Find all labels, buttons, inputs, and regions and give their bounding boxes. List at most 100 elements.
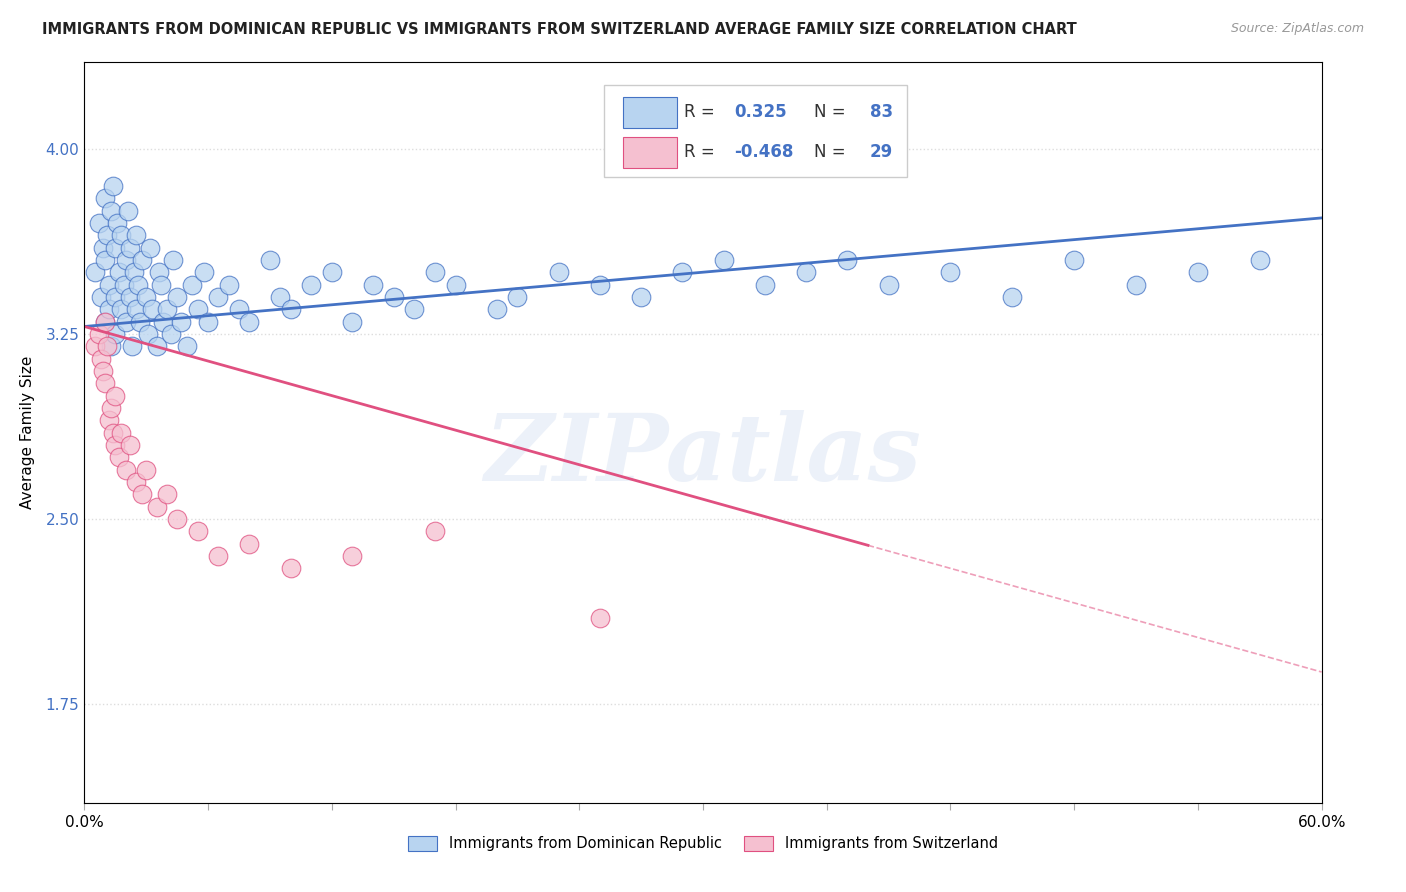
Point — [485, 302, 508, 317]
Point — [160, 326, 183, 341]
Point — [754, 277, 776, 292]
Point — [94, 314, 117, 328]
Point — [713, 252, 735, 267]
Text: 29: 29 — [870, 144, 893, 161]
Text: N =: N = — [814, 103, 846, 121]
Point — [94, 314, 117, 328]
Point — [104, 326, 127, 341]
Point — [145, 339, 167, 353]
Point — [135, 290, 157, 304]
Point — [152, 314, 174, 328]
Point — [280, 561, 302, 575]
Point — [342, 314, 364, 328]
Point — [269, 290, 291, 304]
Point — [877, 277, 900, 292]
Point — [91, 240, 114, 254]
Point — [83, 265, 105, 279]
Point — [187, 524, 209, 539]
Text: -0.468: -0.468 — [734, 144, 793, 161]
Point — [122, 265, 145, 279]
Text: Source: ZipAtlas.com: Source: ZipAtlas.com — [1230, 22, 1364, 36]
Point — [671, 265, 693, 279]
Text: R =: R = — [685, 103, 716, 121]
Point — [259, 252, 281, 267]
Point — [103, 425, 125, 440]
Point — [156, 302, 179, 317]
Point — [94, 252, 117, 267]
Point — [207, 290, 229, 304]
FancyBboxPatch shape — [605, 85, 907, 178]
Point — [114, 314, 136, 328]
Point — [110, 228, 132, 243]
Point — [837, 252, 859, 267]
Point — [108, 265, 131, 279]
Point — [187, 302, 209, 317]
Point — [148, 265, 170, 279]
Point — [100, 203, 122, 218]
Point — [939, 265, 962, 279]
Point — [342, 549, 364, 563]
Point — [87, 326, 110, 341]
Point — [382, 290, 405, 304]
Point — [630, 290, 652, 304]
Point — [100, 339, 122, 353]
Point — [118, 290, 141, 304]
Point — [104, 438, 127, 452]
Point — [794, 265, 817, 279]
Point — [423, 524, 446, 539]
Point — [170, 314, 193, 328]
Point — [280, 302, 302, 317]
Text: 0.325: 0.325 — [734, 103, 786, 121]
Point — [108, 450, 131, 465]
Point — [423, 265, 446, 279]
Point — [180, 277, 202, 292]
Text: ZIPatlas: ZIPatlas — [485, 409, 921, 500]
Text: 83: 83 — [870, 103, 893, 121]
Point — [547, 265, 569, 279]
Point — [127, 277, 149, 292]
Point — [94, 376, 117, 391]
Point — [114, 252, 136, 267]
Point — [166, 290, 188, 304]
Point — [162, 252, 184, 267]
Point — [121, 339, 143, 353]
Point — [131, 252, 153, 267]
Point — [100, 401, 122, 415]
Point — [98, 277, 121, 292]
Point — [83, 339, 105, 353]
Point — [361, 277, 384, 292]
Point — [117, 203, 139, 218]
Point — [1001, 290, 1024, 304]
Point — [321, 265, 343, 279]
Point — [589, 277, 612, 292]
Point — [91, 364, 114, 378]
Point — [136, 326, 159, 341]
Point — [1063, 252, 1085, 267]
Text: N =: N = — [814, 144, 846, 161]
Point — [156, 487, 179, 501]
Point — [98, 302, 121, 317]
Point — [129, 314, 152, 328]
Point — [145, 500, 167, 514]
Point — [135, 462, 157, 476]
Point — [118, 438, 141, 452]
Text: R =: R = — [685, 144, 716, 161]
Point — [149, 277, 172, 292]
Point — [112, 277, 135, 292]
Point — [506, 290, 529, 304]
Point — [125, 228, 148, 243]
Point — [1125, 277, 1147, 292]
Point — [104, 240, 127, 254]
Point — [1187, 265, 1209, 279]
Point — [131, 487, 153, 501]
Point — [104, 388, 127, 402]
Point — [238, 314, 260, 328]
Point — [96, 339, 118, 353]
Point — [94, 191, 117, 205]
Point — [105, 216, 128, 230]
Point — [110, 425, 132, 440]
FancyBboxPatch shape — [623, 96, 678, 128]
Point — [118, 240, 141, 254]
Point — [444, 277, 467, 292]
Point — [589, 610, 612, 624]
